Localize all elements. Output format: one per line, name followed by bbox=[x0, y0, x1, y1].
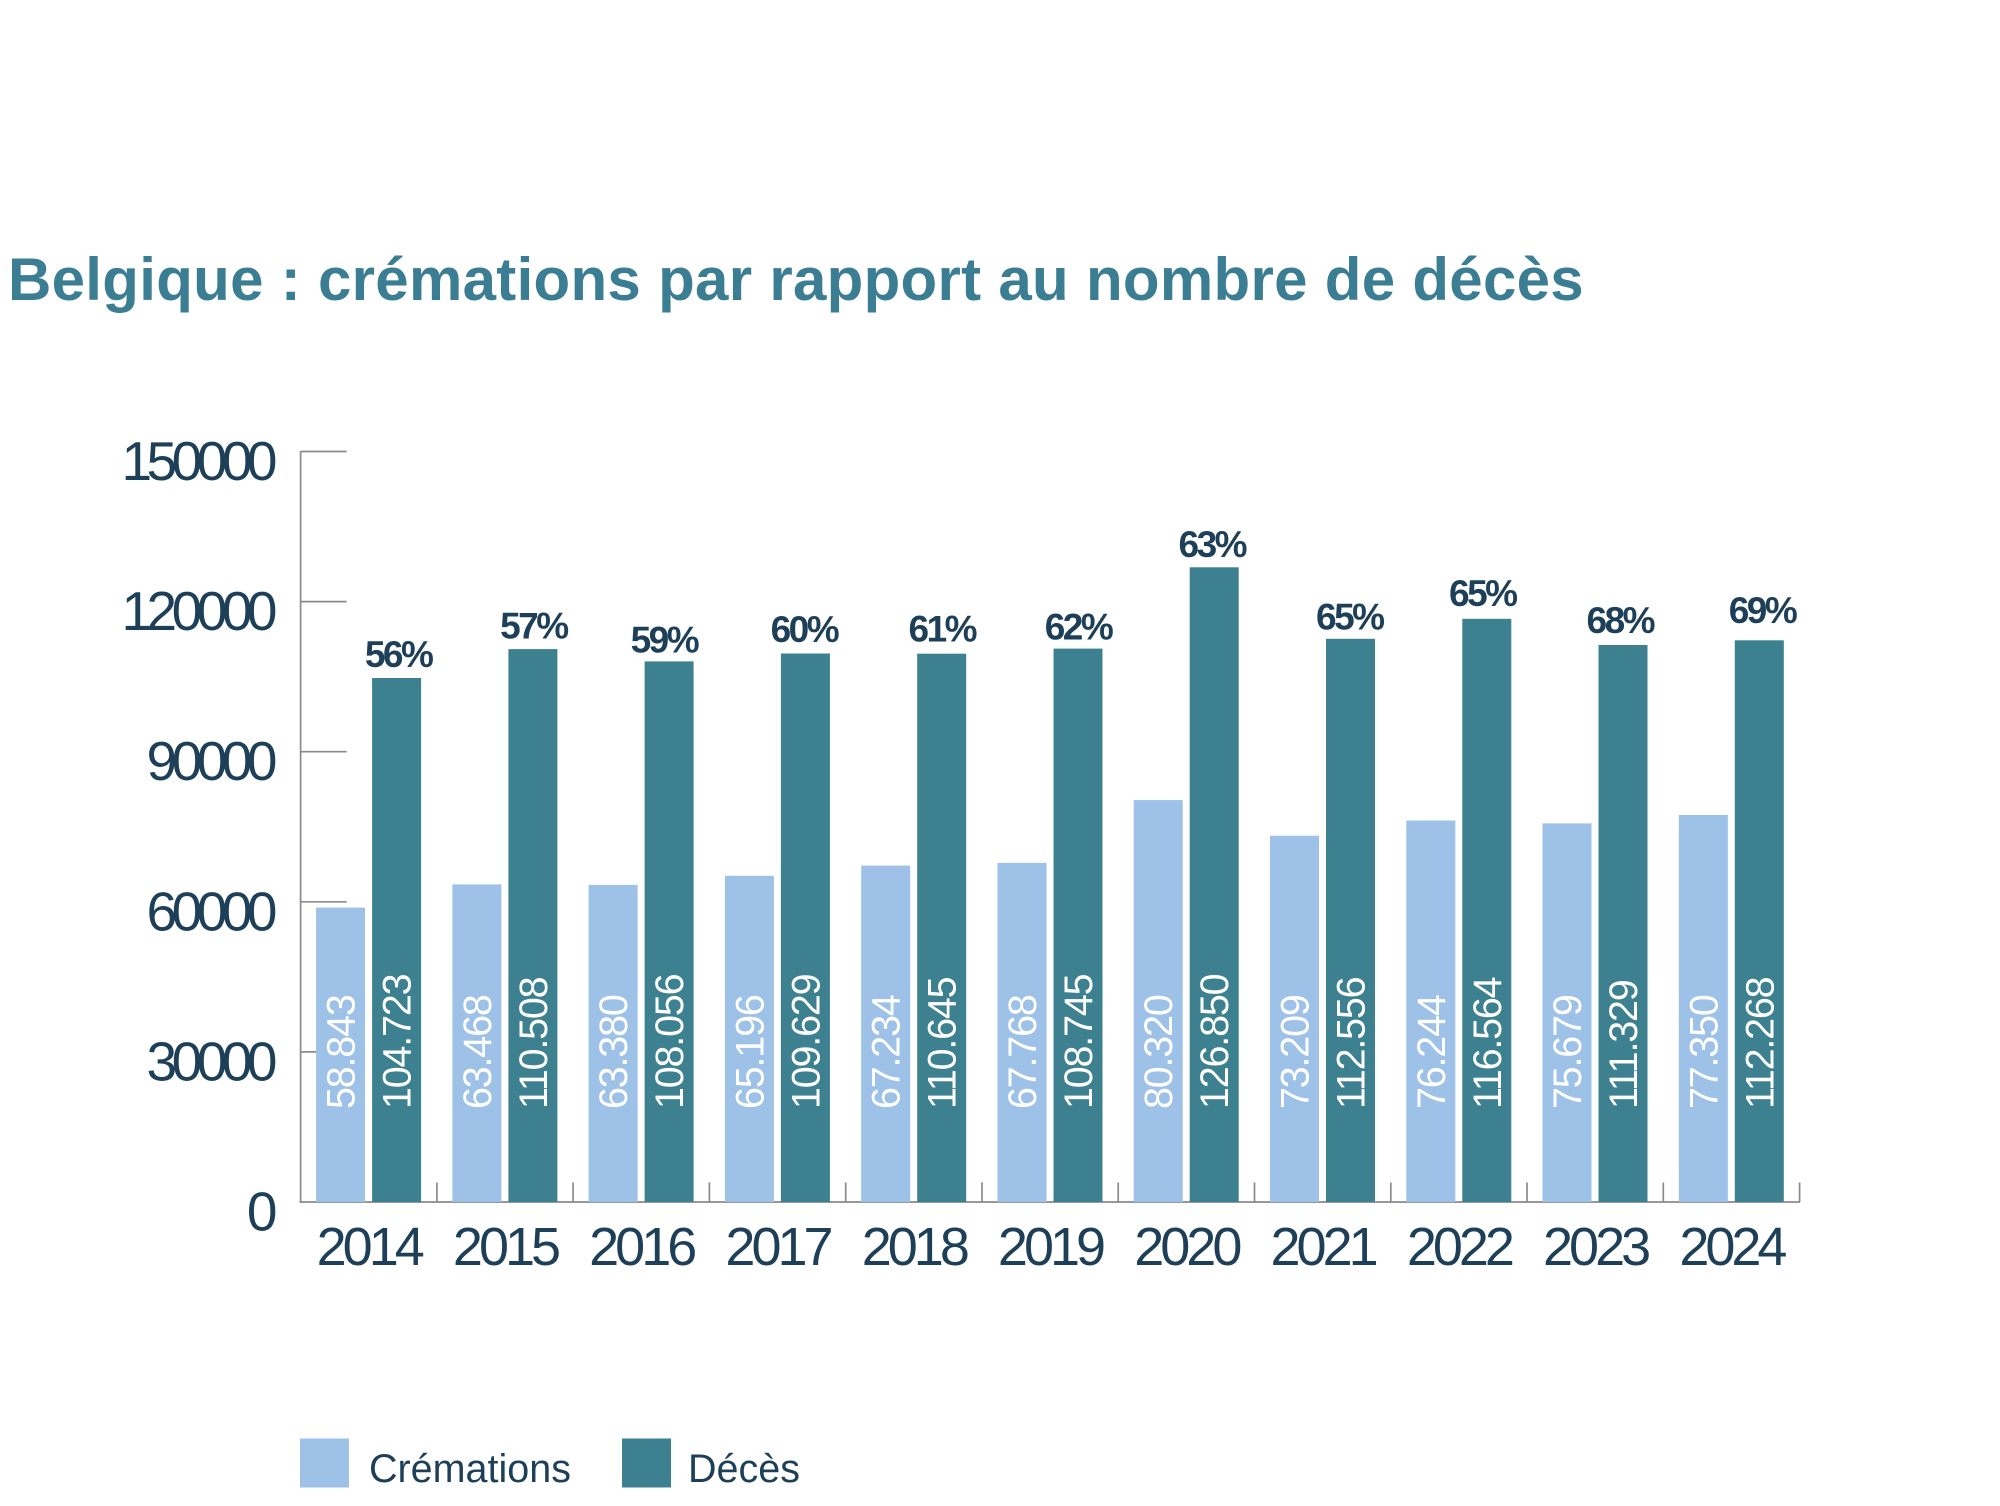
svg-text:65%: 65% bbox=[1316, 597, 1384, 638]
svg-text:120000: 120000 bbox=[121, 580, 275, 642]
svg-text:Belgique : crémations par rapp: Belgique : crémations par rapport au nom… bbox=[8, 246, 1584, 313]
svg-text:63%: 63% bbox=[1179, 524, 1247, 565]
svg-text:62%: 62% bbox=[1045, 607, 1113, 648]
svg-text:2014: 2014 bbox=[317, 1217, 424, 1277]
svg-text:67.234: 67.234 bbox=[865, 995, 909, 1109]
svg-text:108.745: 108.745 bbox=[1057, 974, 1101, 1109]
svg-text:116.564: 116.564 bbox=[1466, 977, 1510, 1109]
svg-text:56%: 56% bbox=[365, 634, 433, 675]
svg-text:2020: 2020 bbox=[1134, 1217, 1240, 1277]
svg-text:108.056: 108.056 bbox=[648, 974, 692, 1109]
svg-text:67.768: 67.768 bbox=[1001, 995, 1045, 1109]
svg-text:110.508: 110.508 bbox=[512, 977, 556, 1109]
svg-text:65%: 65% bbox=[1449, 573, 1517, 614]
svg-text:2017: 2017 bbox=[725, 1217, 831, 1277]
svg-text:2019: 2019 bbox=[998, 1217, 1104, 1277]
svg-text:2016: 2016 bbox=[589, 1217, 695, 1277]
svg-text:77.350: 77.350 bbox=[1682, 995, 1726, 1109]
svg-text:0: 0 bbox=[247, 1181, 276, 1243]
svg-text:Décès: Décès bbox=[688, 1447, 800, 1491]
svg-text:65.196: 65.196 bbox=[728, 995, 772, 1109]
svg-text:112.556: 112.556 bbox=[1330, 977, 1374, 1109]
svg-text:Crémations: Crémations bbox=[369, 1447, 571, 1491]
svg-text:109.629: 109.629 bbox=[784, 974, 828, 1109]
svg-text:59%: 59% bbox=[631, 619, 699, 660]
svg-text:76.244: 76.244 bbox=[1410, 995, 1454, 1109]
svg-text:126.850: 126.850 bbox=[1193, 974, 1237, 1109]
svg-text:2018: 2018 bbox=[862, 1217, 968, 1277]
svg-text:2021: 2021 bbox=[1271, 1217, 1377, 1277]
svg-text:69%: 69% bbox=[1729, 590, 1797, 631]
svg-text:73.209: 73.209 bbox=[1274, 995, 1318, 1109]
svg-text:150000: 150000 bbox=[121, 430, 275, 492]
svg-text:80.320: 80.320 bbox=[1137, 995, 1181, 1109]
svg-text:2015: 2015 bbox=[453, 1217, 559, 1277]
svg-text:2023: 2023 bbox=[1543, 1217, 1649, 1277]
svg-text:63.380: 63.380 bbox=[592, 995, 636, 1109]
svg-text:90000: 90000 bbox=[147, 730, 276, 792]
svg-text:58.843: 58.843 bbox=[320, 995, 364, 1109]
svg-text:60000: 60000 bbox=[147, 880, 276, 942]
svg-text:110.645: 110.645 bbox=[921, 977, 965, 1109]
svg-text:111.329: 111.329 bbox=[1602, 980, 1646, 1109]
svg-text:63.468: 63.468 bbox=[456, 995, 500, 1109]
svg-text:75.679: 75.679 bbox=[1546, 995, 1590, 1109]
svg-text:2022: 2022 bbox=[1407, 1217, 1513, 1277]
svg-text:2024: 2024 bbox=[1679, 1217, 1786, 1277]
svg-text:104.723: 104.723 bbox=[376, 974, 420, 1109]
svg-text:68%: 68% bbox=[1587, 600, 1655, 641]
svg-text:30000: 30000 bbox=[147, 1030, 276, 1092]
svg-text:57%: 57% bbox=[500, 606, 568, 647]
svg-text:61%: 61% bbox=[909, 609, 977, 650]
svg-text:112.268: 112.268 bbox=[1738, 977, 1782, 1109]
svg-text:60%: 60% bbox=[771, 609, 839, 650]
